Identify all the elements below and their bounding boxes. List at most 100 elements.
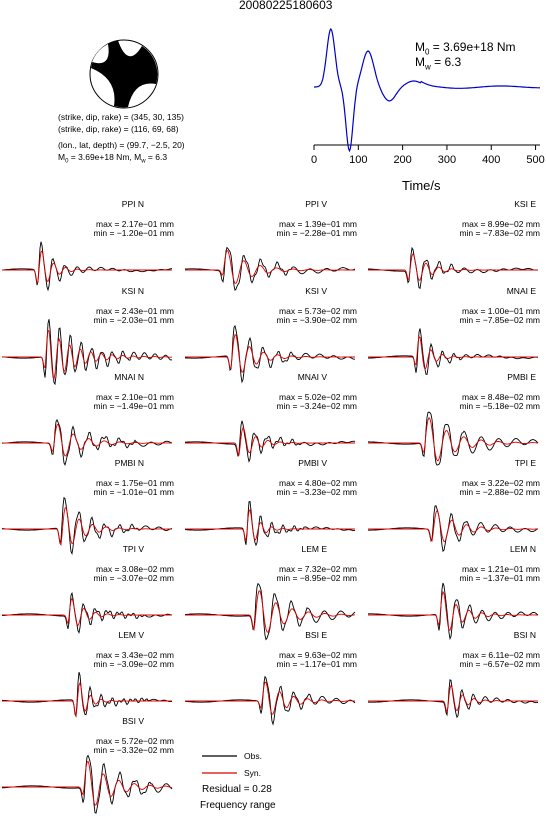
panel-min-value: min = −2.88e−02 mm [459,487,540,497]
beachball-dilatation-gap [92,44,109,64]
panel-min-value: min = −7.83e−02 mm [459,228,540,238]
panel-max-value: max = 1.39e−01 mm [279,219,357,229]
panel-min-value: min = −3.23e−02 mm [276,487,357,497]
panel-min-value: min = −3.32e−02 mm [93,745,174,755]
panel-max-value: max = 5.72e−02 mm [96,736,174,746]
synthetic-waveform [368,590,538,631]
panel-station-name: KSI E [514,199,536,209]
observed-waveform [368,505,539,553]
observed-waveform [368,411,539,466]
stf-mw-value: = 6.3 [430,55,462,69]
synthetic-waveform [368,336,538,371]
stf-mw: Mw = 6.3 [415,56,461,71]
panel-station-name: PMBI N [114,458,144,468]
stf-tick-label: 300 [437,154,457,166]
panel-station-name: BSI V [122,716,144,726]
panel-max-value: max = 1.00e−01 mm [462,306,540,316]
panel-max-value: max = 8.48e−02 mm [462,392,540,402]
panel-max-value: max = 5.02e−02 mm [279,392,357,402]
panel-station-name: TPI E [514,458,536,468]
panel-min-value: min = −8.95e−02 mm [276,573,357,583]
synthetic-waveform [368,509,539,543]
synthetic-waveform [2,250,172,284]
observed-waveform [1,496,173,556]
panel-station-name: PMBI E [507,372,536,382]
synthetic-waveform [2,329,173,381]
panel-min-value: min = −3.09e−02 mm [93,659,174,669]
panel-max-value: max = 7.32e−02 mm [279,564,357,574]
panel-min-value: min = −1.37e−01 mm [459,573,540,583]
moment-text: M0 = 3.69e+18 Nm, Mw = 6.3 [58,153,167,165]
panel-min-value: min = −3.90e−02 mm [276,315,357,325]
observed-waveform [1,672,173,718]
panel-min-value: min = −2.28e−01 mm [276,228,357,238]
figure-title: 20080225180603 [239,0,333,12]
panel-station-name: BSI E [305,630,327,640]
synthetic-waveform [368,416,539,462]
panel-station-name: MNAI E [506,286,536,296]
stf-xlabel: Time/s [402,178,441,193]
panel-max-value: max = 9.63e−02 mm [279,650,357,660]
location-text: (lon., lat, depth) = (99.7, −2.5, 20) [58,140,185,150]
panel-station-name: MNAI N [114,372,144,382]
panel-station-name: KSI V [305,286,327,296]
synthetic-waveform [2,506,172,546]
observed-waveform [2,591,173,634]
frequency-text: Frequency range [200,800,276,811]
observed-waveform [1,754,173,814]
panel-max-value: max = 1.75e−01 mm [96,478,174,488]
panel-min-value: min = −3.07e−02 mm [93,573,174,583]
synthetic-waveform [368,684,538,713]
synthetic-waveform [2,423,173,457]
panel-station-name: LEM V [118,630,144,640]
synthetic-waveform [2,681,172,717]
observed-waveform [1,241,173,292]
stf-mw-label: M [415,55,425,69]
panel-station-name: LEM N [510,544,536,554]
mw-value: = 6.3 [145,152,168,162]
stf-tick-label: 100 [349,154,368,166]
synthetic-waveform [2,597,172,627]
panel-max-value: max = 3.08e−02 mm [96,564,174,574]
panel-max-value: max = 2.17e−01 mm [96,219,174,229]
moment-sub: 0 [65,158,69,165]
observed-waveform [367,246,539,290]
plane1-text: (strike, dip, rake) = (345, 30, 135) [58,112,184,122]
stf-tick-label: 500 [526,154,545,166]
plane2-text: (strike, dip, rake) = (116, 69, 68) [58,124,179,134]
panel-min-value: min = −1.01e−01 mm [93,487,174,497]
residual-text: Residual = 0.28 [202,784,272,795]
stf-m0-value: = 3.69e+18 Nm [429,40,516,54]
legend-obs-label: Obs. [244,751,262,761]
panel-max-value: max = 2.43e−01 mm [96,306,174,316]
moment-label: M [58,152,66,162]
panel-station-name: BSI N [513,630,536,640]
panel-min-value: min = −1.49e−01 mm [93,401,174,411]
stf-m0-sub: 0 [425,47,430,57]
synthetic-waveform [185,590,356,633]
observed-waveform [1,319,173,386]
stf-tick-label: 0 [310,154,318,166]
stf-tick-label: 200 [393,154,412,166]
panel-min-value: min = −1.20e−01 mm [93,228,174,238]
stf-m0-label: M [415,40,425,54]
observed-waveform [184,675,356,726]
legend-syn-label: Syn. [244,768,262,778]
panel-min-value: min = −6.57e−02 mm [459,659,540,669]
moment-value: = 3.69e+18 Nm, M [68,152,142,162]
synthetic-waveform [185,426,355,456]
synthetic-waveform [185,509,355,543]
panel-station-name: MNAI V [297,372,327,382]
stf-tick-label: 400 [482,154,501,166]
observed-waveform [368,679,539,719]
observed-waveform [185,500,355,547]
mw-sub: w [141,158,146,165]
panel-max-value: max = 2.10e−01 mm [96,392,174,402]
panel-max-value: max = 8.99e−02 mm [462,219,540,229]
synthetic-waveform [185,250,355,284]
observed-waveform [184,246,356,291]
synthetic-waveform [2,760,173,806]
panel-station-name: PMBI V [298,458,327,468]
panel-station-name: LEM E [301,544,327,554]
